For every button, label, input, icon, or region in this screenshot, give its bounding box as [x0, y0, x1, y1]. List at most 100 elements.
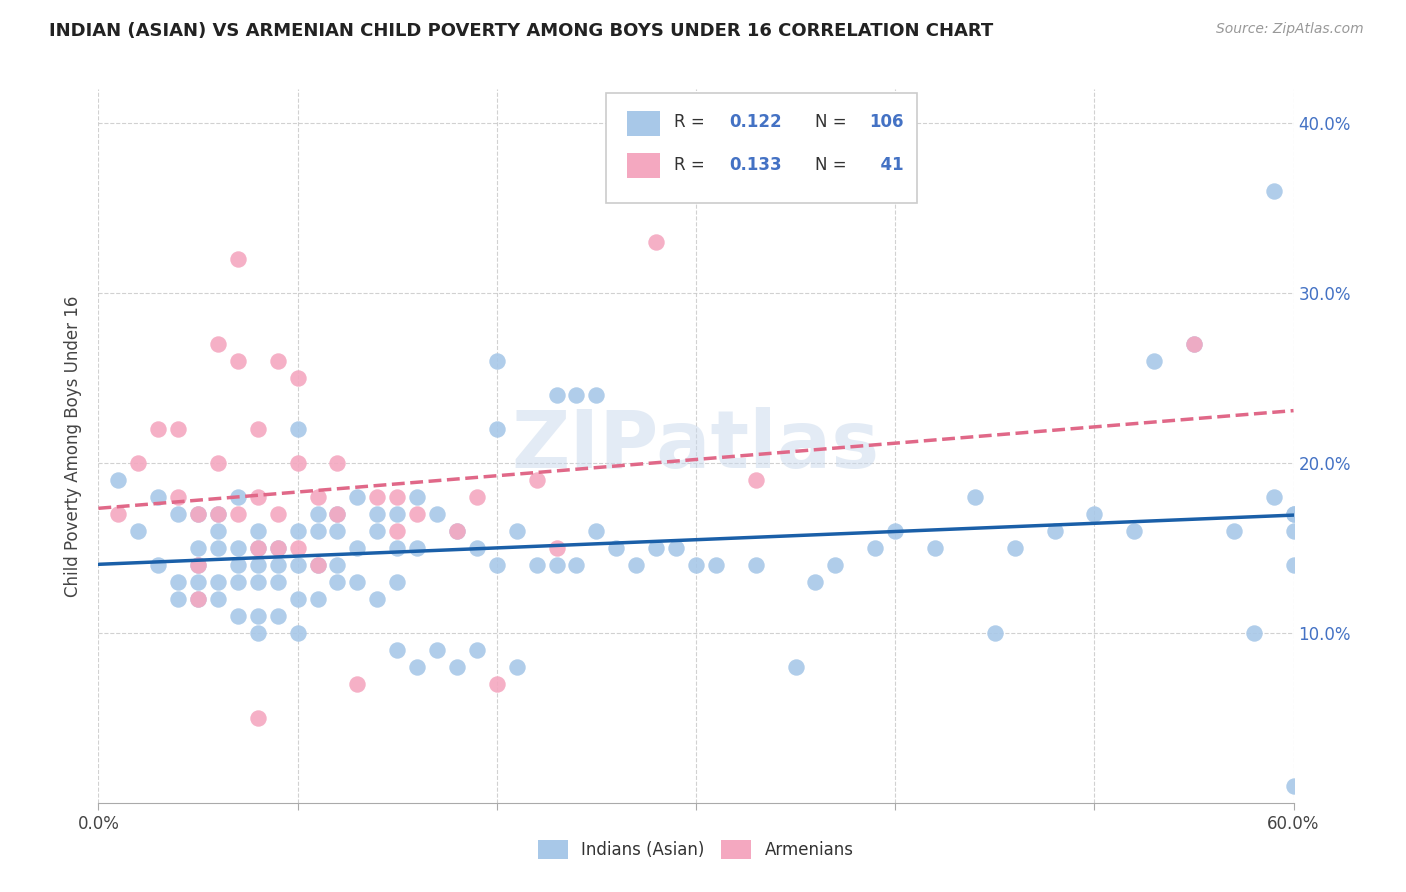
- Text: 0.122: 0.122: [730, 113, 782, 131]
- Point: [167, 422, 190, 436]
- Point: [307, 591, 329, 606]
- Point: [385, 507, 409, 521]
- Point: [187, 591, 209, 606]
- Point: [307, 524, 329, 538]
- Point: [546, 388, 568, 402]
- Point: [246, 608, 269, 623]
- Point: [924, 541, 946, 555]
- Point: [406, 490, 429, 504]
- Point: [287, 371, 309, 385]
- Point: [167, 591, 190, 606]
- Point: [307, 558, 329, 572]
- Point: [346, 677, 368, 691]
- Point: [246, 422, 269, 436]
- Text: Source: ZipAtlas.com: Source: ZipAtlas.com: [1216, 22, 1364, 37]
- Point: [287, 558, 309, 572]
- Point: [226, 541, 249, 555]
- FancyBboxPatch shape: [627, 111, 661, 136]
- Point: [267, 608, 290, 623]
- Point: [346, 490, 368, 504]
- Point: [167, 574, 190, 589]
- Point: [366, 524, 388, 538]
- Point: [246, 711, 269, 725]
- Point: [366, 490, 388, 504]
- Point: [226, 558, 249, 572]
- FancyBboxPatch shape: [606, 93, 917, 203]
- Point: [506, 660, 529, 674]
- Point: [267, 558, 290, 572]
- Point: [107, 473, 129, 487]
- Point: [267, 574, 290, 589]
- Point: [406, 507, 429, 521]
- Point: [465, 541, 488, 555]
- Point: [804, 574, 827, 589]
- Point: [745, 473, 768, 487]
- Y-axis label: Child Poverty Among Boys Under 16: Child Poverty Among Boys Under 16: [63, 295, 82, 597]
- Point: [465, 490, 488, 504]
- Point: [287, 591, 309, 606]
- Point: [385, 541, 409, 555]
- Point: [246, 524, 269, 538]
- Point: [127, 524, 149, 538]
- Point: [585, 524, 607, 538]
- Point: [785, 660, 807, 674]
- Point: [626, 558, 648, 572]
- Point: [148, 422, 170, 436]
- Point: [385, 574, 409, 589]
- Point: [287, 456, 309, 470]
- Point: [984, 626, 1007, 640]
- Point: [1263, 184, 1285, 198]
- Point: [366, 507, 388, 521]
- Point: [526, 558, 548, 572]
- Point: [107, 507, 129, 521]
- Point: [704, 558, 727, 572]
- Point: [246, 626, 269, 640]
- Point: [207, 337, 229, 351]
- Point: [246, 558, 269, 572]
- Point: [1043, 524, 1066, 538]
- Point: [187, 558, 209, 572]
- Point: [267, 541, 290, 555]
- Point: [485, 558, 508, 572]
- Point: [485, 422, 508, 436]
- Point: [385, 490, 409, 504]
- Point: [406, 660, 429, 674]
- Point: [246, 541, 269, 555]
- Text: 41: 41: [869, 156, 904, 174]
- Point: [1282, 558, 1305, 572]
- Point: [226, 574, 249, 589]
- Point: [1223, 524, 1246, 538]
- Point: [207, 574, 229, 589]
- Point: [645, 235, 668, 249]
- Point: [207, 524, 229, 538]
- Point: [207, 541, 229, 555]
- Point: [865, 541, 887, 555]
- Point: [406, 541, 429, 555]
- Point: [207, 507, 229, 521]
- Point: [287, 422, 309, 436]
- Point: [546, 558, 568, 572]
- Point: [1263, 490, 1285, 504]
- Legend: Indians (Asian), Armenians: Indians (Asian), Armenians: [531, 833, 860, 866]
- Point: [385, 524, 409, 538]
- Point: [226, 507, 249, 521]
- Text: INDIAN (ASIAN) VS ARMENIAN CHILD POVERTY AMONG BOYS UNDER 16 CORRELATION CHART: INDIAN (ASIAN) VS ARMENIAN CHILD POVERTY…: [49, 22, 994, 40]
- Point: [1282, 507, 1305, 521]
- Point: [605, 541, 627, 555]
- Point: [485, 677, 508, 691]
- Text: N =: N =: [815, 113, 852, 131]
- Point: [226, 608, 249, 623]
- Point: [326, 507, 349, 521]
- Point: [884, 524, 907, 538]
- Point: [167, 490, 190, 504]
- Point: [307, 507, 329, 521]
- Point: [246, 490, 269, 504]
- Point: [526, 473, 548, 487]
- Point: [1123, 524, 1146, 538]
- Text: R =: R =: [675, 156, 710, 174]
- Point: [246, 574, 269, 589]
- Point: [267, 507, 290, 521]
- Point: [326, 558, 349, 572]
- Point: [187, 507, 209, 521]
- Point: [1004, 541, 1026, 555]
